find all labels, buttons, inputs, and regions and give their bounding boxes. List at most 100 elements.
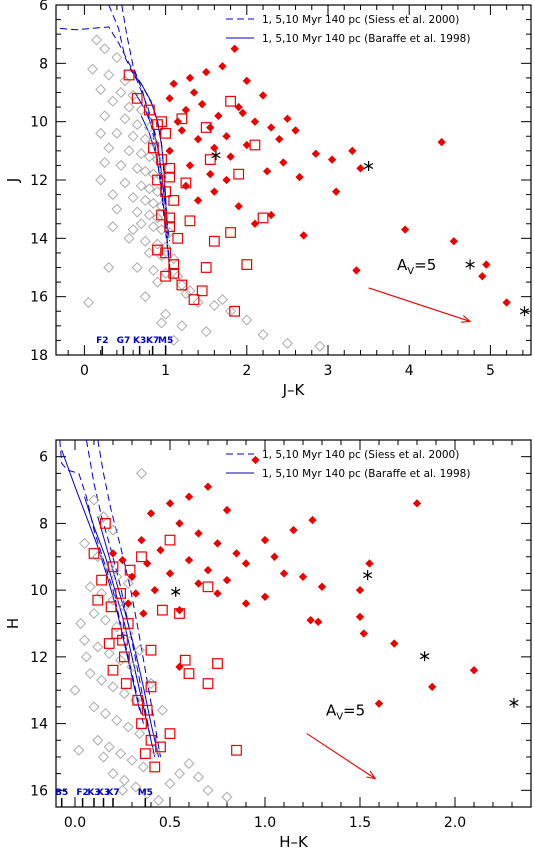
bottom-gray-diamond-point — [96, 587, 108, 599]
top-spectral-type-label: K7 — [146, 336, 159, 346]
top-red-diamond-point — [250, 117, 260, 126]
bottom-red-square-point — [103, 638, 115, 649]
bottom-gray-diamond-point — [118, 688, 130, 700]
top-gray-diamond-point — [143, 151, 155, 163]
top-red-diamond-point — [295, 172, 304, 182]
bottom-red-diamond-point — [175, 662, 184, 672]
bottom-gray-diamond-point — [69, 684, 81, 696]
bottom-legend-label: 1, 5,10 Myr 140 pc (Baraffe et al. 1998) — [262, 468, 470, 480]
bottom-spectral-type-label: K3 — [87, 788, 100, 798]
top-gray-diamond-point — [147, 197, 159, 209]
top-red-diamond-point — [348, 146, 357, 155]
top-red-diamond-point — [311, 149, 320, 158]
top-red-diamond-point — [331, 187, 341, 196]
top-isochrones — [60, 5, 171, 274]
bottom-plot-frame — [55, 439, 532, 808]
top-red-square-point — [168, 267, 180, 279]
top-legend-label: 1, 5,10 Myr 140 pc (Baraffe et al. 1998) — [262, 33, 470, 45]
top-gray-diamond-point — [143, 209, 155, 221]
top-red-square-point — [160, 127, 172, 139]
top-red-diamond-point — [210, 187, 219, 196]
bottom-red-diamond-point — [232, 549, 241, 558]
bottom-gray-diamond-point — [115, 654, 127, 666]
top-gray-diamond-point — [151, 212, 164, 224]
bottom-gray-diamond-point — [78, 634, 91, 646]
top-red-diamond-point — [250, 219, 260, 228]
bottom-gray-diamond-point — [130, 781, 142, 793]
bottom-red-diamond-point — [213, 589, 222, 598]
top-x-tick-label: 0 — [80, 363, 89, 379]
top-red-square-point — [164, 221, 176, 233]
top-gray-diamond-point — [176, 279, 188, 291]
bottom-red-diamond-point — [355, 585, 365, 595]
top-red-square-point — [164, 171, 176, 183]
top-red-square-point — [204, 154, 216, 165]
bottom-gray-diamond-point — [88, 701, 100, 713]
bottom-red-diamond-point — [279, 569, 289, 578]
bottom-gray-diamond-point — [122, 628, 134, 640]
bottom-red-square-point — [202, 581, 214, 593]
bottom-gray-diamond-point — [99, 614, 111, 626]
bottom-red-square-point — [157, 604, 168, 616]
bottom-red-square-point — [99, 518, 111, 529]
top-gray-diamond-point — [139, 133, 151, 145]
top-reddening-arrowhead — [461, 315, 472, 323]
bottom-red-square-point — [124, 564, 136, 576]
bottom-red-diamond-point — [108, 549, 118, 558]
bottom-x-tick-label: 2.0 — [444, 815, 466, 831]
top-red-diamond-point — [189, 88, 199, 97]
bottom-gray-diamond-point — [149, 744, 161, 756]
top-y-tick-label: 8 — [39, 56, 48, 72]
top-red-square-point — [160, 270, 172, 282]
top-red-square-point — [229, 305, 241, 317]
bottom-gray-diamond-point — [111, 621, 123, 633]
top-red-diamond-point — [267, 210, 276, 220]
bottom-gray-diamond-point — [84, 581, 96, 593]
top-red-diamond-point — [222, 175, 231, 185]
top-gray-diamond-point — [135, 148, 147, 160]
top-gray-diamond-point — [147, 221, 159, 233]
bottom-x-tick-label: 0.5 — [159, 815, 181, 831]
top-y-tick-label: 6 — [39, 0, 48, 14]
bottom-red-diamond-point — [137, 535, 146, 545]
top-gray-diamond-point — [131, 206, 143, 218]
bottom-red-diamond-point — [374, 699, 384, 708]
top-gray-diamond-point — [99, 110, 111, 122]
bottom-red-diamond-point — [314, 617, 323, 626]
top-x-tick-label: 5 — [486, 363, 495, 379]
top-y-axis-title: J — [4, 178, 22, 183]
top-gray-diamond-point — [176, 320, 188, 332]
bottom-red-square-point — [231, 744, 242, 756]
top-red-square-point — [176, 113, 188, 125]
top-av-label: AV=5 — [397, 256, 436, 277]
top-gray-diamond-point — [139, 235, 151, 247]
bottom-red-square-point — [107, 664, 119, 676]
bottom-x-tick-label: 1.5 — [349, 815, 371, 831]
top-gray-diamond-point — [208, 299, 220, 311]
bottom-gray-diamond-point — [141, 788, 153, 800]
bottom-av-label-sub: V — [336, 712, 343, 723]
top-gray-diamond-point — [123, 232, 135, 244]
top-spectral-type-label: F2 — [96, 336, 108, 346]
bottom-red-diamond-point — [203, 565, 213, 575]
top-gray-diamond-point — [139, 291, 151, 303]
bottom-red-diamond-point — [124, 599, 133, 608]
bottom-asterisk-point — [362, 570, 373, 581]
top-red-diamond-point — [267, 123, 276, 132]
top-gray-diamond-point — [147, 168, 159, 180]
top-red-diamond-point — [279, 158, 288, 167]
top-red-square-point — [123, 69, 135, 81]
bottom-red-square-point — [145, 644, 157, 656]
bottom-siess-isochrone — [85, 440, 152, 741]
top-red-diamond-point — [181, 105, 191, 115]
bottom-gray-diamond-point — [183, 758, 195, 770]
top-spectral-type-label: G7 — [117, 336, 131, 346]
top-gray-diamond-point — [281, 337, 293, 349]
top-red-diamond-point — [185, 73, 195, 83]
bottom-red-square-point — [145, 681, 157, 693]
top-gray-diamond-point — [103, 69, 115, 81]
bottom-red-square-point — [141, 704, 153, 716]
top-red-diamond-point — [165, 146, 174, 155]
